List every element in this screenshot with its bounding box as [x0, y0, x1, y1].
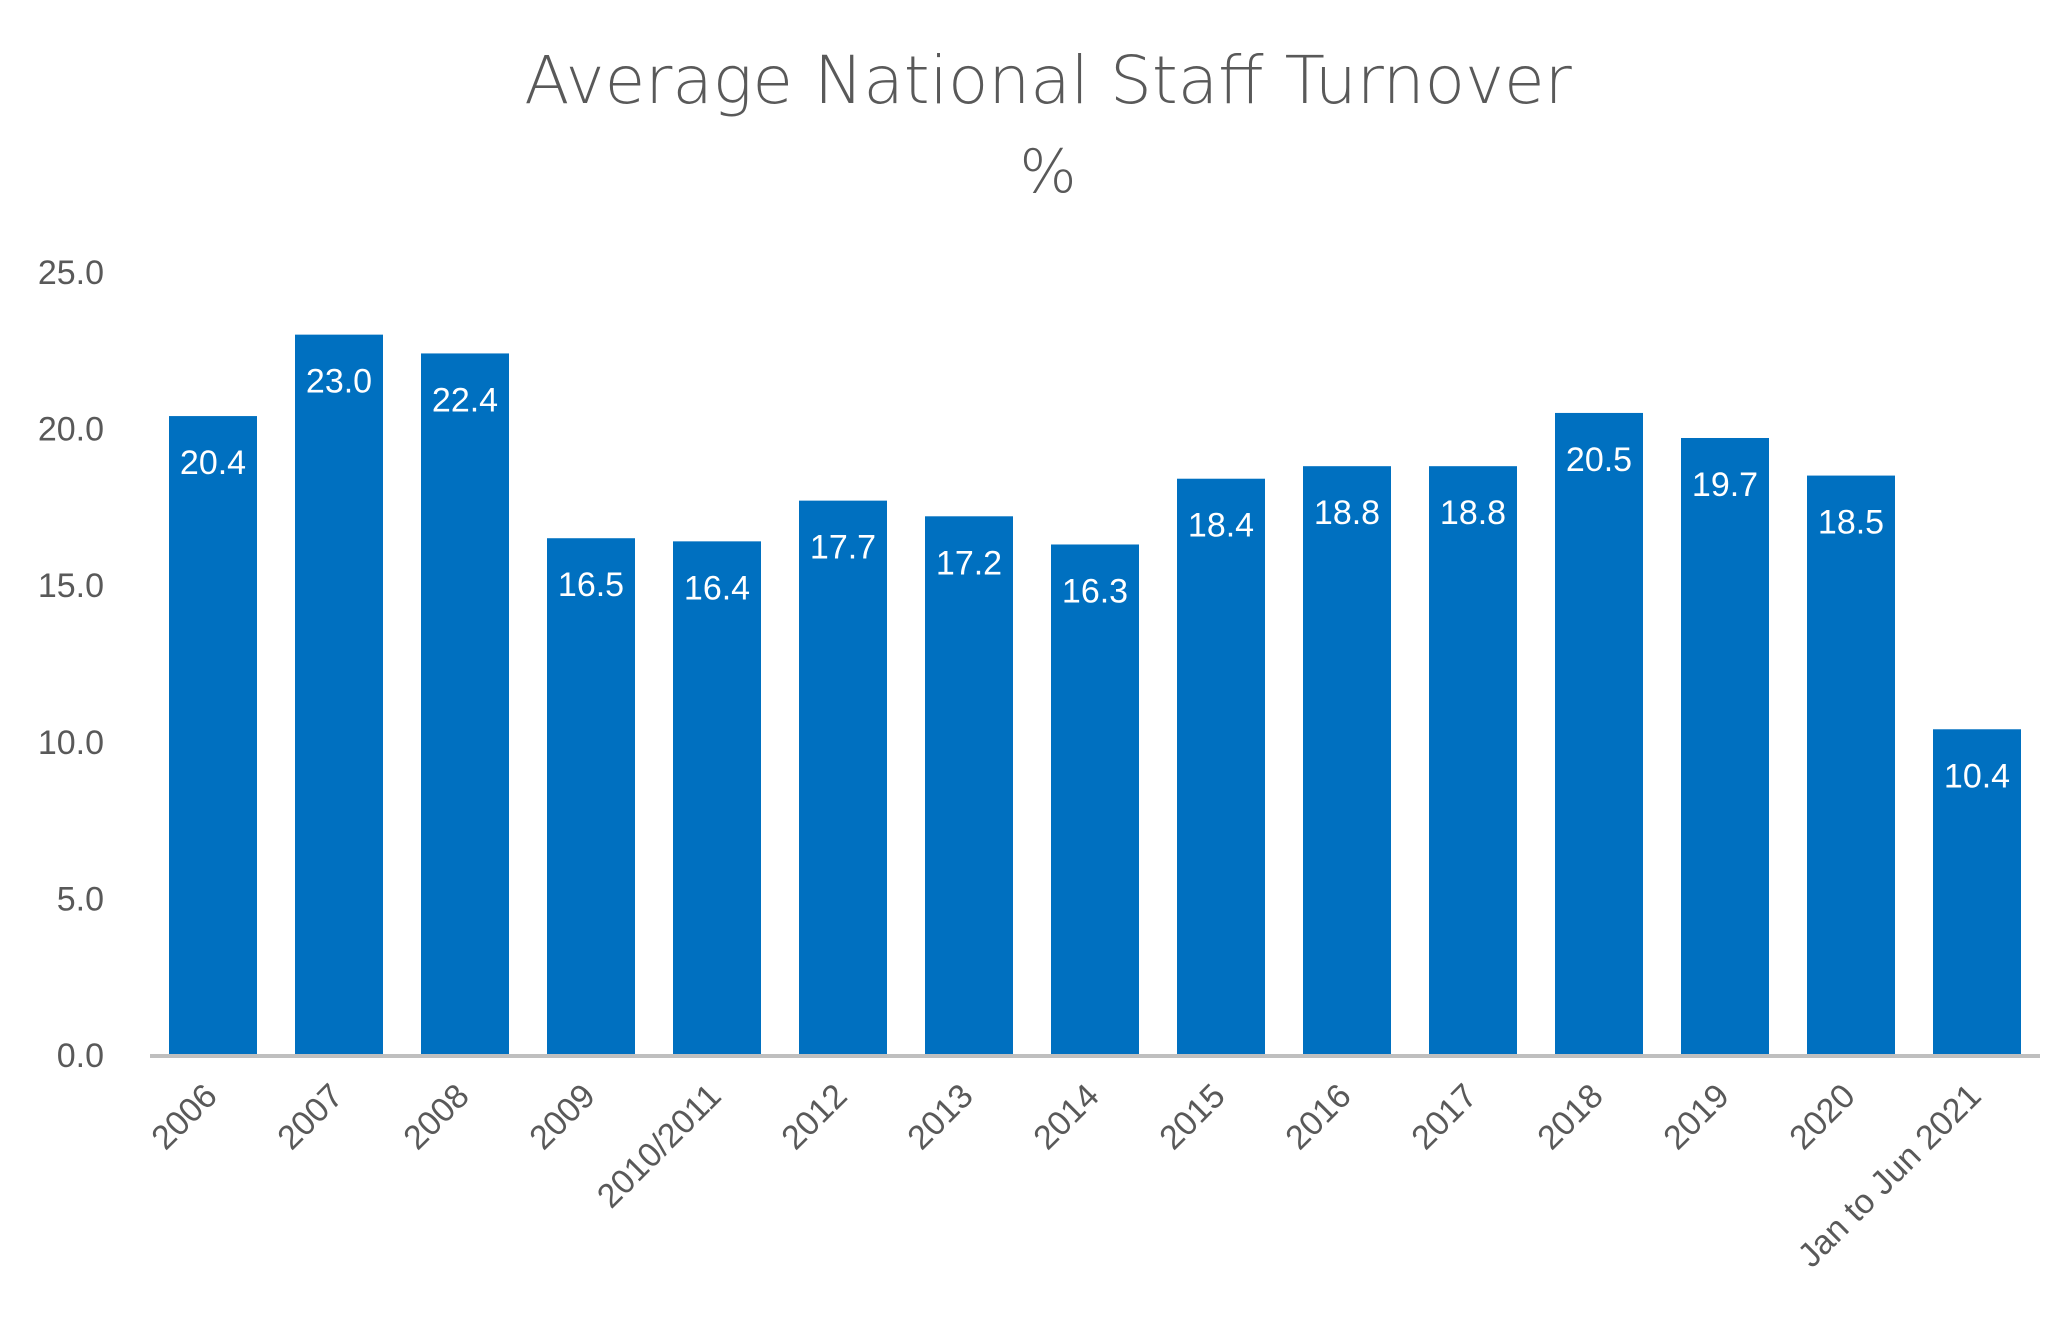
data-label: 22.4	[432, 381, 498, 419]
y-tick-label: 0.0	[57, 1037, 104, 1075]
data-label: 16.3	[1062, 572, 1128, 610]
y-tick-label: 25.0	[38, 254, 104, 292]
bars	[169, 334, 2021, 1056]
data-label: 18.4	[1188, 507, 1254, 545]
data-label: 20.5	[1566, 441, 1632, 479]
bar	[1555, 412, 1643, 1055]
bar	[1303, 466, 1391, 1056]
data-label: 10.4	[1944, 757, 2010, 795]
x-tick-label: 2019	[1656, 1077, 1736, 1157]
data-labels: 20.4 23.0 22.4 16.5 16.4 17.7 17.2 16.3 18.4 18.8…	[180, 363, 2010, 796]
y-tick-label: 5.0	[57, 880, 104, 918]
x-tick-label: 2008	[396, 1077, 476, 1157]
x-tick-label: 2010/2011	[590, 1077, 729, 1216]
x-tick-label: 2018	[1530, 1077, 1610, 1157]
bar	[673, 541, 761, 1055]
chart-subtitle: %	[1019, 137, 1076, 207]
bar	[1681, 437, 1769, 1056]
x-tick-label: 2017	[1404, 1077, 1484, 1157]
x-tick-label: 2007	[270, 1077, 350, 1157]
y-tick-label: 10.0	[38, 724, 104, 762]
chart-title: Average National Staff Turnover	[524, 42, 1572, 119]
y-axis-ticks: 0.0 5.0 10.0 15.0 20.0 25.0	[38, 254, 104, 1075]
x-tick-label: 2013	[900, 1077, 980, 1157]
bar	[1177, 478, 1265, 1055]
y-tick-label: 15.0	[38, 567, 104, 605]
x-tick-label: 2009	[522, 1077, 602, 1157]
data-label: 20.4	[180, 444, 246, 482]
x-tick-label: 2014	[1026, 1077, 1106, 1157]
bar	[421, 353, 509, 1055]
data-label: 23.0	[306, 363, 372, 401]
y-tick-label: 20.0	[38, 411, 104, 449]
data-label: 18.8	[1440, 494, 1506, 532]
bar	[1429, 466, 1517, 1056]
x-tick-label: 2016	[1278, 1077, 1358, 1157]
bar	[1051, 544, 1139, 1055]
bar	[1933, 729, 2021, 1055]
x-tick-label: 2006	[144, 1077, 224, 1157]
bar	[169, 416, 257, 1055]
x-tick-label: 2015	[1152, 1077, 1232, 1157]
data-label: 16.4	[684, 569, 750, 607]
bar	[1807, 475, 1895, 1056]
bar	[547, 538, 635, 1055]
data-label: 19.7	[1692, 466, 1758, 504]
x-tick-label: 2012	[774, 1077, 854, 1157]
data-label: 18.5	[1818, 504, 1884, 542]
data-label: 16.5	[558, 566, 624, 604]
data-label: 18.8	[1314, 494, 1380, 532]
data-label: 17.2	[936, 544, 1002, 582]
bar	[295, 334, 383, 1055]
x-tick-label: 2020	[1782, 1077, 1862, 1157]
bar	[799, 500, 887, 1055]
data-label: 17.7	[810, 529, 876, 567]
bar	[925, 516, 1013, 1055]
